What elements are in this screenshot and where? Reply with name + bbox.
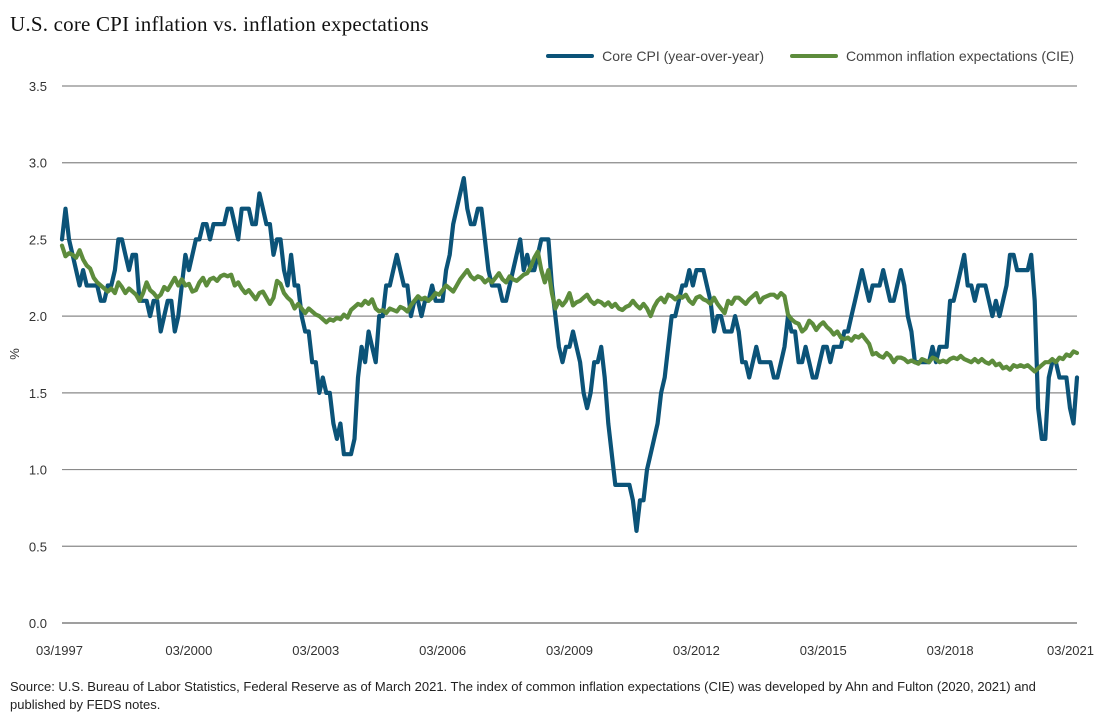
legend-label-core-cpi: Core CPI (year-over-year): [602, 48, 764, 64]
y-tick-label: 1.5: [29, 386, 47, 401]
x-tick-label: 03/2021: [1047, 643, 1094, 658]
y-axis-label: %: [7, 348, 22, 360]
chart-title: U.S. core CPI inflation vs. inflation ex…: [10, 12, 429, 36]
y-tick-label: 2.0: [29, 309, 47, 324]
y-tick-label: 3.0: [29, 156, 47, 171]
y-tick-label: 1.0: [29, 463, 47, 478]
line-chart: 0.0 0.5 1.0 1.5 2.0 2.5 3.0 3.5% 03/1997 03/2000 0…: [7, 79, 1094, 658]
legend-item-cie: Common inflation expectations (CIE): [790, 48, 1074, 64]
legend-swatch-cie: [790, 54, 838, 58]
legend-swatch-core-cpi: [546, 54, 595, 58]
y-tick-label: 0.0: [29, 616, 47, 631]
x-tick-label: 03/2018: [927, 643, 974, 658]
x-tick-label: 03/2012: [673, 643, 720, 658]
source-note: Source: U.S. Bureau of Labor Statistics,…: [10, 679, 1036, 712]
legend-item-core-cpi: Core CPI (year-over-year): [546, 48, 764, 64]
x-tick-label: 03/2003: [292, 643, 339, 658]
x-tick-label: 03/1997: [36, 643, 83, 658]
x-tick-label: 03/2006: [419, 643, 466, 658]
series-line-cie: [59, 243, 1080, 374]
y-tick-label: 2.5: [29, 232, 47, 247]
y-tick-label: 0.5: [29, 539, 47, 554]
x-tick-label: 03/2000: [165, 643, 212, 658]
x-tick-label: 03/2015: [800, 643, 847, 658]
chart-legend: Core CPI (year-over-year) Common inflati…: [546, 48, 1074, 64]
series-line-core-cpi: [59, 176, 1080, 533]
x-tick-label: 03/2009: [546, 643, 593, 658]
y-tick-label: 3.5: [29, 79, 47, 94]
legend-label-cie: Common inflation expectations (CIE): [846, 48, 1074, 64]
